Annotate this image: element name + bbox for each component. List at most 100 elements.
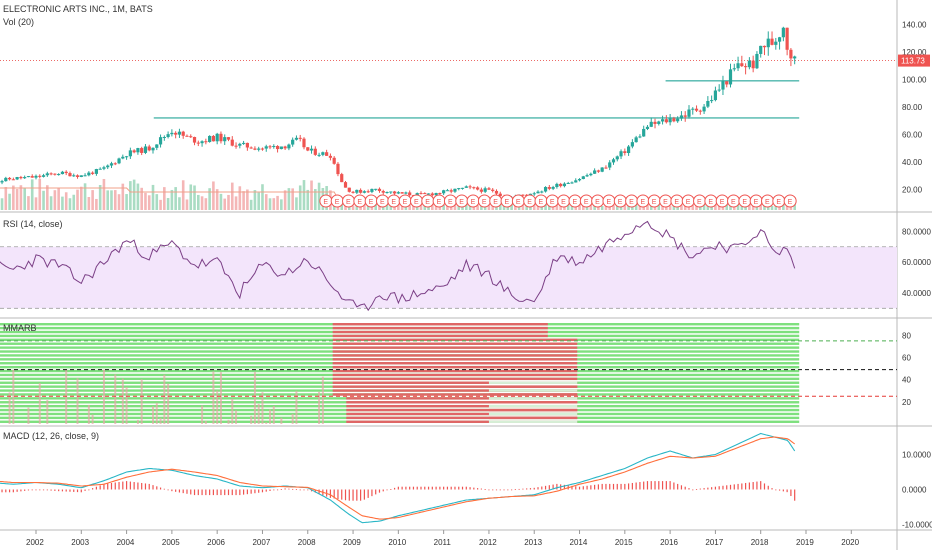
macd-histogram-bar [458,486,460,490]
volume-bar [740,204,744,210]
candle-body [762,45,767,48]
mmarb-column [321,376,324,424]
macd-histogram-bar [375,489,377,495]
mmarb-stripe-mixed [488,404,578,408]
price-tick-label: 140.00 [902,20,927,29]
candle-body [747,60,751,68]
macd-histogram-bar [246,489,248,495]
mmarb-stripe-bear [332,326,548,330]
macd-histogram-bar [24,489,26,491]
macd-histogram-bar [763,483,766,490]
candle-body [162,137,166,139]
volume-bar [314,189,317,210]
candle-body [140,148,144,153]
macd-histogram-bar [341,489,343,500]
candle-body [196,142,200,144]
time-tick-label: 2008 [298,538,316,547]
volume-bar [295,197,298,210]
candle-body [79,175,83,177]
candle-body [389,191,393,193]
volume-bar [34,197,38,210]
volume-bar [600,205,604,210]
volume-bar [159,199,162,210]
time-tick-label: 2018 [751,538,769,547]
candle-body [34,175,38,178]
macd-histogram-bar [242,489,245,495]
earnings-marker-label: E [323,199,328,206]
mmarb-stripe-mixed [488,397,578,400]
volume-bar [306,189,310,210]
mmarb-column [219,372,222,424]
macd-histogram-bar [794,489,796,501]
volume-bar [246,189,249,210]
macd-histogram-bar [163,488,165,490]
candle-body [241,142,246,144]
macd-histogram-bar [529,488,532,490]
candle-body [49,173,53,175]
macd-histogram-bar [688,488,690,490]
candle-body [359,189,363,193]
candle-body [374,188,378,190]
volume-bar [276,195,279,210]
macd-histogram-bar [5,489,7,493]
macd-histogram-bar [760,481,762,490]
mmarb-stripe-mixed [488,401,578,404]
volume-bar [536,205,540,210]
macd-histogram-bar [92,488,94,490]
candle-body [366,191,370,193]
candle-body [200,141,204,144]
volume-bar [291,188,294,210]
macd-histogram-bar [303,489,305,491]
mmarb-stripe-mixed [488,389,578,392]
candle-body [604,167,608,169]
macd-histogram-bar [495,489,498,491]
macd-histogram-bar [371,489,373,497]
mmarb-stripe-bear [332,369,578,373]
rsi-tick-label: 40.0000 [902,289,931,298]
mmarb-stripe-bear [332,330,548,334]
candle-body [234,145,238,147]
macd-histogram-bar [707,487,709,490]
candle-body [645,126,650,129]
candle-body [260,148,265,150]
mmarb-stripe-bear [332,346,578,349]
earnings-marker-label: E [754,199,759,206]
candle-body [370,188,374,192]
volume-bar [408,205,411,210]
macd-histogram-bar [590,485,592,490]
mmarb-stripe-bear [346,397,578,400]
volume-bar [121,183,125,210]
volume-bar [113,190,117,210]
candle-body [219,133,223,142]
chart-title: ELECTRONIC ARTS INC., 1M, BATS [3,4,153,14]
candle-body [377,188,382,192]
volume-bar [110,190,113,210]
price-pane: 140.00 120.00 100.00 80.00 60.00 40.00 20.00 11… [0,20,930,210]
candle-body [653,121,657,124]
mmarb-column [91,414,94,424]
volume-bar [691,204,695,210]
macd-histogram-bar [556,483,558,490]
macd-histogram-bar [231,489,233,496]
macd-histogram-bar [420,486,422,490]
candle-body [744,66,748,68]
candle-body [204,141,208,143]
macd-histogram-bar [254,489,256,494]
macd-histogram-bar [152,485,154,490]
volume-bar [419,203,423,210]
volume-bar [453,202,457,210]
macd-histogram-bar [61,489,64,492]
macd-histogram-bar [307,489,309,491]
macd-histogram-bar [503,489,505,491]
earnings-marker-label: E [663,199,668,206]
macd-title: MACD (12, 26, close, 9) [3,431,99,441]
time-tick-label: 2011 [434,538,452,547]
candle-body [336,163,340,175]
volume-bar [42,190,45,210]
candle-body [766,38,770,48]
macd-histogram-bar [424,486,426,490]
macd-histogram-bar [42,489,45,491]
macd-histogram-bar [69,489,71,492]
candle-body [189,136,193,138]
